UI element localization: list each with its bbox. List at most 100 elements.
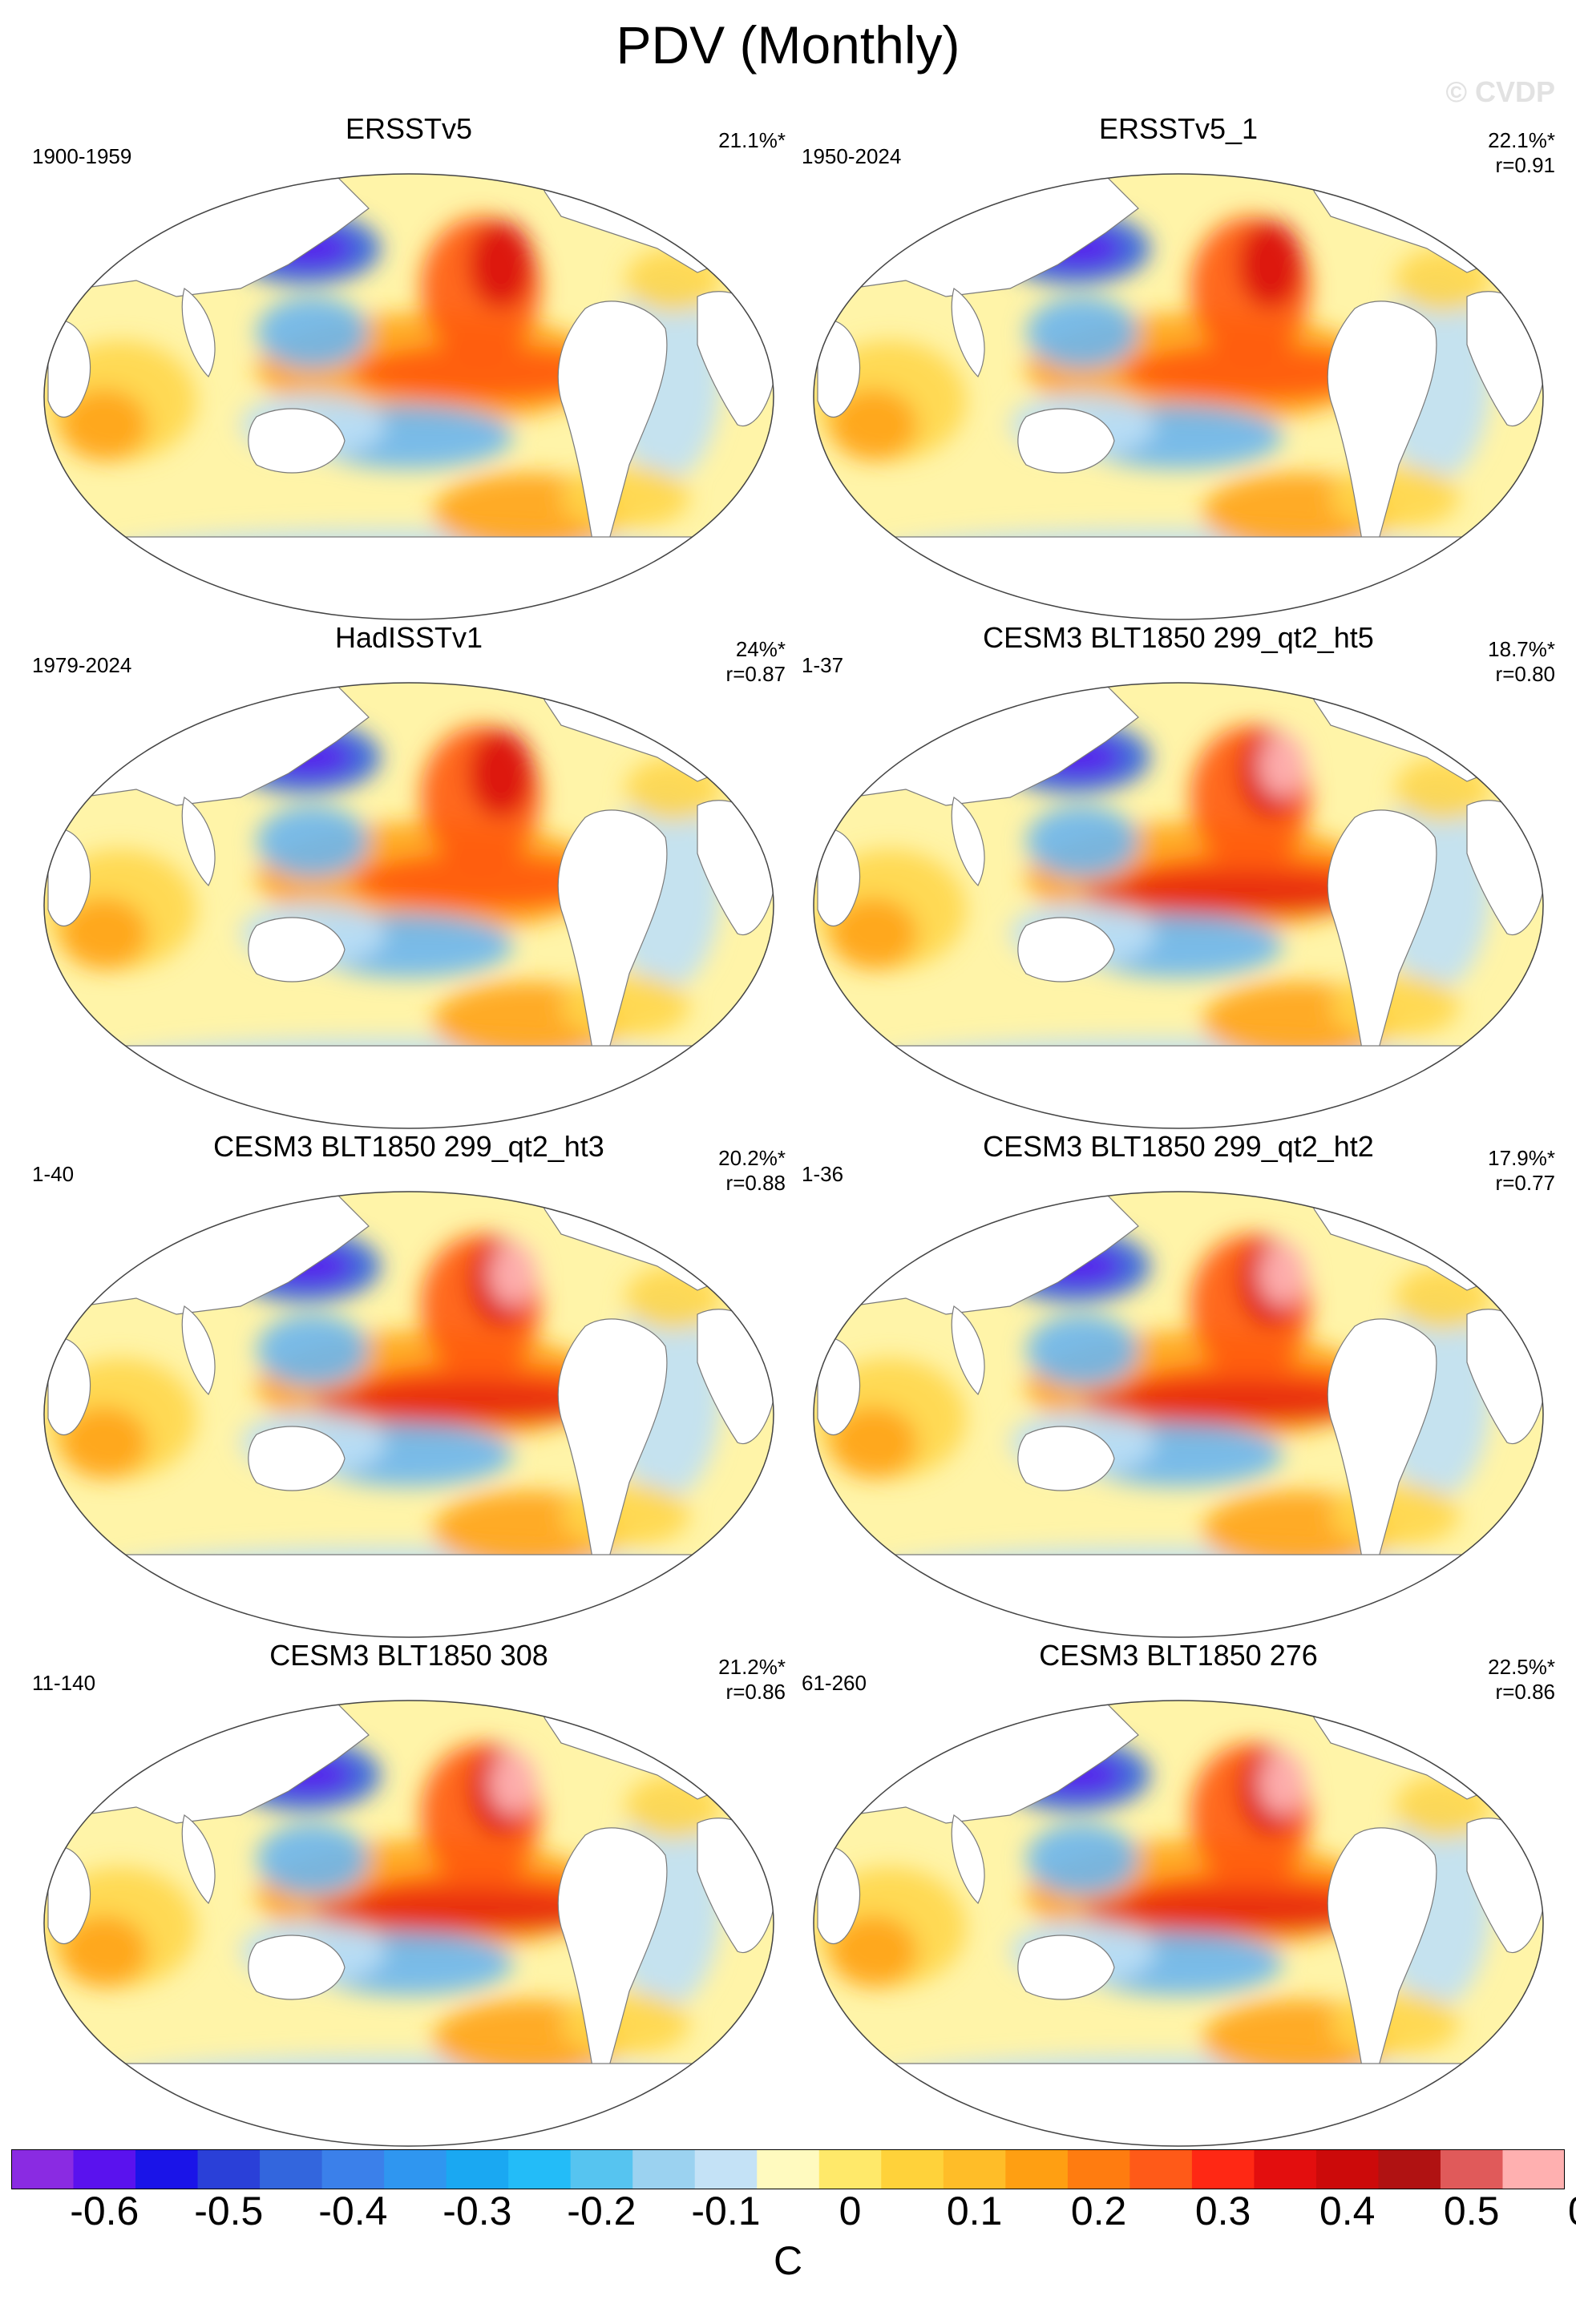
map-field	[44, 174, 774, 619]
panel-stats: 22.1%* r=0.91	[1488, 128, 1555, 178]
colorbar-swatch	[632, 2149, 696, 2189]
colorbar-swatch	[384, 2149, 447, 2189]
panel-title: HadISSTv1	[334, 621, 483, 654]
colorbar-swatch	[1254, 2149, 1317, 2189]
colorbar-swatch	[943, 2149, 1006, 2189]
map-field	[814, 1192, 1543, 1637]
variance-explained: 18.7%*	[1488, 637, 1555, 661]
pattern-correlation: r=0.86	[725, 1680, 786, 1704]
colorbar-tick-label: 0.3	[1194, 2189, 1251, 2233]
colorbar-tick-label: 0.4	[1319, 2189, 1376, 2233]
colorbar-swatch	[260, 2149, 323, 2189]
colorbar-swatch	[1315, 2149, 1379, 2189]
panel-stats: 24%* r=0.87	[726, 637, 786, 687]
colorbar-tick-label: -0.3	[442, 2189, 512, 2233]
map-panel: ERSSTv5_1 1950-2024 22.1%* r=0.91	[802, 112, 1555, 633]
map-panel: CESM3 BLT1850 299_qt2_ht2 1-36 17.9%* r=0.7…	[802, 1130, 1555, 1651]
colorbar-swatch	[11, 2149, 75, 2189]
panel-title: CESM3 BLT1850 299_qt2_ht3	[213, 1130, 604, 1163]
colorbar-swatch	[1067, 2149, 1130, 2189]
colorbar-units: C	[773, 2238, 803, 2283]
panel-period: 1-37	[802, 653, 844, 677]
panel-stats: 22.5%* r=0.86	[1488, 1655, 1555, 1705]
colorbar-swatch	[1005, 2149, 1069, 2189]
panel-period: 11-140	[32, 1671, 96, 1695]
panel-stats: 17.9%* r=0.77	[1488, 1146, 1555, 1196]
panel-title: CESM3 BLT1850 299_qt2_ht2	[983, 1130, 1374, 1163]
sst-anomaly-map	[43, 682, 774, 1129]
colorbar-swatch	[135, 2149, 199, 2189]
colorbar-tick-label: 0.6	[1548, 2188, 1576, 2234]
panel-period: 1900-1959	[32, 144, 132, 168]
colorbar-swatch	[321, 2149, 385, 2189]
panel-stats: 18.7%* r=0.80	[1488, 637, 1555, 687]
panel-period: 61-260	[802, 1671, 867, 1695]
map-field	[814, 683, 1543, 1128]
map-panel: ERSSTv5 1900-1959 21.1%*	[32, 112, 786, 633]
map-panel: CESM3 BLT1850 299_qt2_ht3 1-40 20.2%* r=0.8…	[32, 1130, 786, 1651]
panel-stats: 21.1%*	[718, 128, 786, 153]
variance-explained: 21.1%*	[718, 128, 786, 152]
map-panel: CESM3 BLT1850 276 61-260 22.5%* r=0.86	[802, 1639, 1555, 2160]
colorbar-swatch	[1502, 2149, 1565, 2189]
colorbar-swatch	[694, 2149, 758, 2189]
sst-anomaly-map	[813, 1191, 1544, 1638]
map-field	[44, 683, 774, 1128]
colorbar-tick-label: -0.2	[567, 2189, 636, 2233]
panel-title: CESM3 BLT1850 276	[1039, 1639, 1318, 1672]
variance-explained: 22.5%*	[1488, 1655, 1555, 1679]
pattern-correlation: r=0.91	[1495, 153, 1555, 177]
colorbar-swatch	[73, 2149, 136, 2189]
panel-title: CESM3 BLT1850 308	[269, 1639, 548, 1672]
map-field	[44, 1701, 774, 2146]
sst-anomaly-map	[43, 1191, 774, 1638]
pattern-correlation: r=0.87	[725, 662, 786, 686]
panel-stats: 21.2%* r=0.86	[718, 1655, 786, 1705]
colorbar-tick-label: -0.6	[70, 2189, 139, 2233]
colorbar-swatch	[446, 2149, 509, 2189]
variance-explained: 24%*	[735, 637, 786, 661]
variance-explained: 17.9%*	[1488, 1146, 1555, 1170]
colorbar-tick-label: -0.5	[194, 2189, 264, 2233]
pattern-correlation: r=0.86	[1495, 1680, 1555, 1704]
colorbar-swatch	[881, 2149, 944, 2189]
map-field	[814, 174, 1543, 619]
panel-stats: 20.2%* r=0.88	[718, 1146, 786, 1196]
panel-period: 1950-2024	[802, 144, 902, 168]
cvdp-watermark: © CVDP	[1445, 75, 1555, 108]
panel-title: ERSSTv5_1	[1098, 112, 1259, 145]
colorbar-swatch	[1191, 2149, 1255, 2189]
colorbar	[11, 2149, 1565, 2189]
colorbar-swatch	[757, 2149, 820, 2189]
colorbar-swatch	[1378, 2149, 1441, 2189]
colorbar-swatch	[508, 2149, 572, 2189]
map-field	[814, 1701, 1543, 2146]
panel-period: 1979-2024	[32, 653, 132, 677]
sst-anomaly-map	[813, 1700, 1544, 2147]
sst-anomaly-map	[813, 682, 1544, 1129]
colorbar-swatch	[570, 2149, 633, 2189]
pattern-correlation: r=0.88	[725, 1171, 786, 1195]
panel-title: ERSSTv5	[345, 112, 473, 145]
colorbar-labels: -0.6 -0.5 -0.4 -0.3 -0.2 -0.1 0 0.1 0.2 0.3 0.4 0.5…	[0, 2188, 1576, 2236]
pattern-correlation: r=0.80	[1495, 662, 1555, 686]
panel-title: CESM3 BLT1850 299_qt2_ht5	[983, 621, 1374, 654]
variance-explained: 21.2%*	[718, 1655, 786, 1679]
pattern-correlation: r=0.77	[1495, 1171, 1555, 1195]
colorbar-tick-label: -0.1	[691, 2189, 761, 2233]
colorbar-tick-label: 0.2	[1070, 2189, 1127, 2233]
panel-period: 1-36	[802, 1162, 844, 1186]
sst-anomaly-map	[813, 173, 1544, 620]
colorbar-tick-label: 0	[839, 2189, 862, 2233]
colorbar-swatch	[1440, 2149, 1503, 2189]
map-panel: CESM3 BLT1850 308 11-140 21.2%* r=0.86	[32, 1639, 786, 2160]
variance-explained: 22.1%*	[1488, 128, 1555, 152]
variance-explained: 20.2%*	[718, 1146, 786, 1170]
map-field	[44, 1192, 774, 1637]
colorbar-tick-label: -0.4	[318, 2189, 388, 2233]
figure-title: PDV (Monthly)	[616, 15, 960, 75]
sst-anomaly-map	[43, 173, 774, 620]
map-panel: HadISSTv1 1979-2024 24%* r=0.87	[32, 621, 786, 1142]
colorbar-tick-label: 0.5	[1443, 2189, 1500, 2233]
colorbar-tick-label: 0.1	[946, 2189, 1003, 2233]
